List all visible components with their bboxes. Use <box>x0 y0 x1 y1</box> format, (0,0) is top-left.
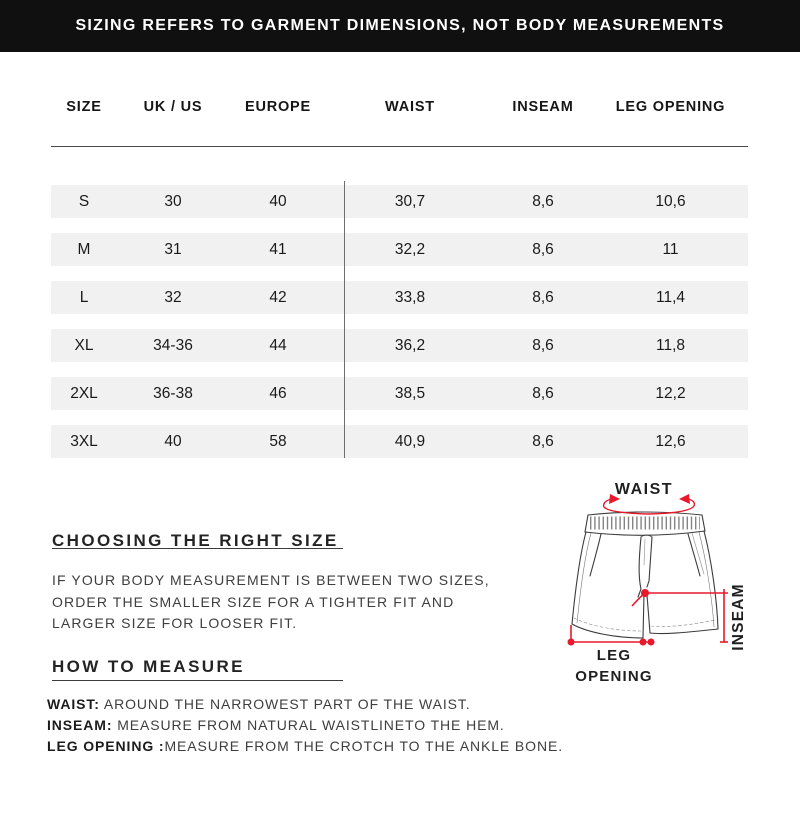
col-header-europe: EUROPE <box>244 99 312 115</box>
col-header-size: SIZE <box>66 99 102 115</box>
cell-size: L <box>79 288 89 306</box>
cell-leg-opening: 10,6 <box>655 192 686 210</box>
cell-europe: 44 <box>269 336 287 354</box>
cell-waist: 30,7 <box>394 192 426 210</box>
cell-inseam: 8,6 <box>532 192 554 210</box>
leg-opening-measure-line <box>570 625 651 643</box>
column-divider <box>344 181 345 458</box>
banner: SIZING REFERS TO GARMENT DIMENSIONS, NOT… <box>0 0 800 52</box>
measure-item-waist: WAIST: AROUND THE NARROWEST PART OF THE … <box>47 694 567 715</box>
cell-uk-us: 36-38 <box>153 384 193 402</box>
cell-uk-us: 40 <box>164 432 182 450</box>
measure-item-text: AROUND THE NARROWEST PART OF THE WAIST. <box>99 696 471 712</box>
cell-europe: 46 <box>269 384 287 402</box>
cell-waist: 38,5 <box>394 384 426 402</box>
cell-leg-opening: 11,8 <box>655 336 686 354</box>
how-to-measure-rule <box>52 680 343 681</box>
cell-uk-us: 31 <box>164 240 182 258</box>
cell-waist: 36,2 <box>394 336 426 354</box>
choosing-size-rule <box>52 548 343 549</box>
cell-uk-us: 32 <box>164 288 182 306</box>
col-header-inseam: INSEAM <box>512 99 574 115</box>
measure-dot <box>647 638 655 646</box>
cell-inseam: 8,6 <box>532 384 554 402</box>
measure-item-label: LEG OPENING : <box>47 738 165 754</box>
cell-europe: 40 <box>269 192 287 210</box>
measure-dot <box>639 638 647 646</box>
cell-leg-opening: 11 <box>662 240 679 258</box>
cell-size: S <box>78 192 90 210</box>
measure-item-leg-opening: LEG OPENING :MEASURE FROM THE CROTCH TO … <box>47 736 567 757</box>
table-row-xl: XL 34-36 44 36,2 8,6 11,8 <box>51 329 748 362</box>
measure-dot <box>567 638 575 646</box>
cell-size: 2XL <box>70 384 98 402</box>
measure-dot <box>641 589 649 597</box>
measure-item-text: MEASURE FROM NATURAL WAISTLINETO THE HEM… <box>112 717 505 733</box>
inseam-label: INSEAM <box>730 583 747 650</box>
cell-inseam: 8,6 <box>532 432 554 450</box>
col-header-waist: WAIST <box>385 99 435 115</box>
table-row-m: M 31 41 32,2 8,6 11 <box>51 233 748 266</box>
table-row-3xl: 3XL 40 58 40,9 8,6 12,6 <box>51 425 748 458</box>
waist-label: WAIST <box>615 481 673 498</box>
cell-waist: 32,2 <box>394 240 426 258</box>
measure-dots <box>567 589 655 646</box>
leg-opening-label-line1: LEG <box>597 647 631 664</box>
cell-waist: 40,9 <box>394 432 426 450</box>
measure-item-inseam: INSEAM: MEASURE FROM NATURAL WAISTLINETO… <box>47 715 567 736</box>
size-table-header: SIZE UK / US EUROPE WAIST INSEAM LEG OPE… <box>51 99 748 115</box>
cell-size: XL <box>74 336 94 354</box>
banner-text: SIZING REFERS TO GARMENT DIMENSIONS, NOT… <box>75 17 725 34</box>
cell-inseam: 8,6 <box>532 288 554 306</box>
measure-item-label: WAIST: <box>47 696 100 712</box>
how-to-measure-list: WAIST: AROUND THE NARROWEST PART OF THE … <box>47 694 567 757</box>
inseam-measure-line <box>631 589 728 643</box>
how-to-measure-heading: HOW TO MEASURE <box>52 657 245 677</box>
leg-opening-label-line2: OPENING <box>575 668 653 685</box>
table-row-l: L 32 42 33,8 8,6 11,4 <box>51 281 748 314</box>
cell-leg-opening: 12,6 <box>655 432 686 450</box>
cell-europe: 58 <box>269 432 287 450</box>
measure-item-text: MEASURE FROM THE CROTCH TO THE ANKLE BON… <box>164 738 563 754</box>
cell-uk-us: 34-36 <box>153 336 193 354</box>
col-header-uk-us: UK / US <box>143 99 203 115</box>
choosing-size-heading: CHOOSING THE RIGHT SIZE <box>52 531 339 551</box>
cell-europe: 42 <box>269 288 287 306</box>
table-row-2xl: 2XL 36-38 46 38,5 8,6 12,2 <box>51 377 748 410</box>
size-table: S 30 40 30,7 8,6 10,6 M 31 41 32,2 8,6 1… <box>51 185 748 473</box>
cell-leg-opening: 11,4 <box>655 288 686 306</box>
shorts-drawing <box>571 511 719 639</box>
cell-waist: 33,8 <box>394 288 426 306</box>
cell-size: 3XL <box>70 432 98 450</box>
measure-item-label: INSEAM: <box>47 717 113 733</box>
table-row-s: S 30 40 30,7 8,6 10,6 <box>51 185 748 218</box>
header-rule <box>51 146 748 147</box>
cell-size: M <box>77 240 91 258</box>
choosing-size-body: IF YOUR BODY MEASUREMENT IS BETWEEN TWO … <box>52 572 490 631</box>
cell-uk-us: 30 <box>164 192 182 210</box>
cell-inseam: 8,6 <box>532 336 554 354</box>
cell-inseam: 8,6 <box>532 240 554 258</box>
shorts-measurement-diagram: WAIST INSEAM LEG OPENING <box>567 481 747 685</box>
cell-leg-opening: 12,2 <box>655 384 686 402</box>
waist-arrow-icon <box>602 494 696 515</box>
col-header-leg-opening: LEG OPENING <box>615 99 726 115</box>
cell-europe: 41 <box>269 240 287 258</box>
